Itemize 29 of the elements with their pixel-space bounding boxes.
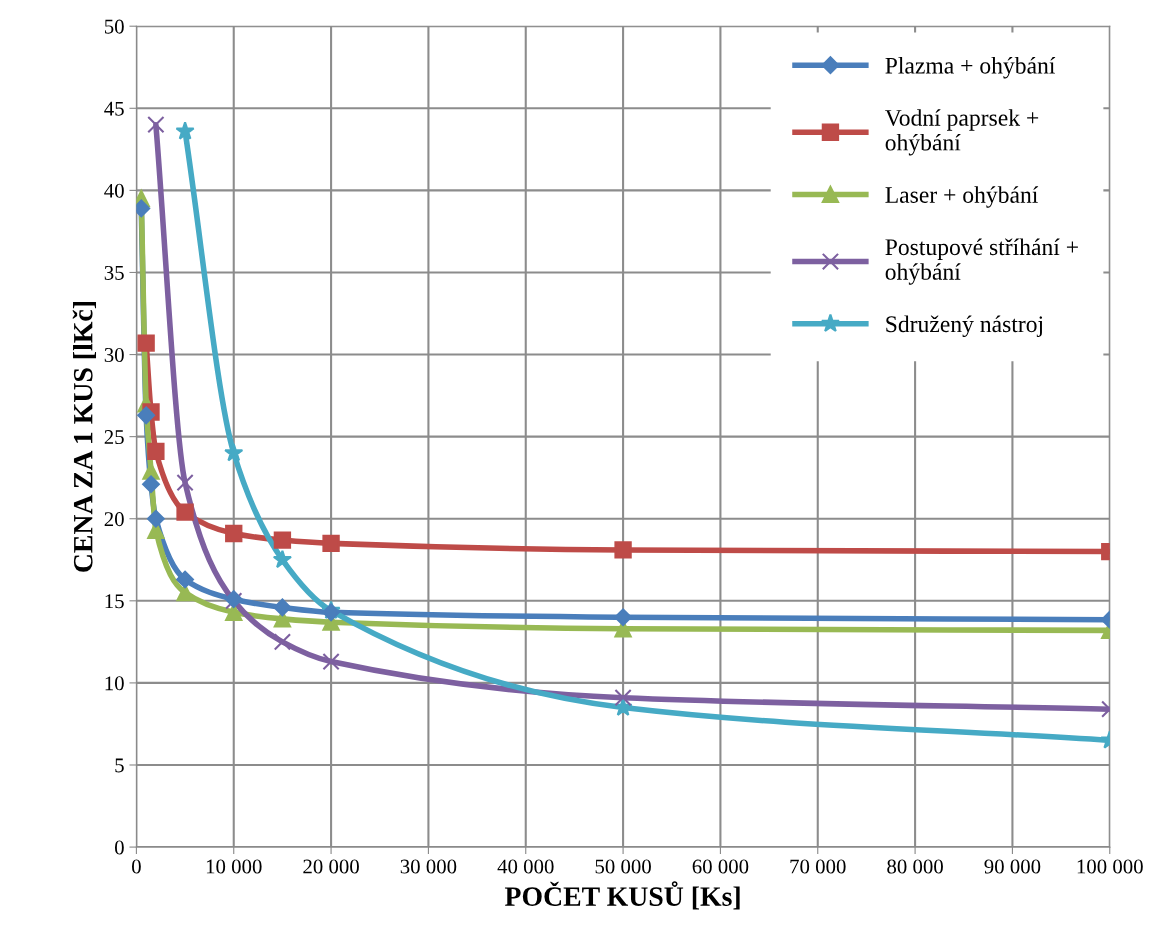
y-tick-label: 30: [104, 347, 124, 362]
x-tick-label: 20 000: [303, 859, 359, 874]
x-tick-label: 90 000: [984, 859, 1041, 874]
x-tick-label: 30 000: [400, 859, 457, 874]
y-tick-label: 45: [104, 101, 124, 116]
x-tick-label: 100 000: [1077, 859, 1143, 874]
legend-label: Sdružený nástroj: [886, 315, 1043, 338]
x-tick-label: 80 000: [887, 859, 943, 874]
x-tick-label: 50 000: [595, 859, 651, 874]
legend-label: Postupové stříhání + ohýbání: [885, 238, 1078, 285]
x-tick-label: 70 000: [790, 859, 846, 874]
x-tick-label: 10 000: [206, 859, 262, 874]
x-tick-label: 0: [131, 859, 141, 874]
x-tick-label: 60 000: [692, 859, 749, 874]
legend-label: Laser + ohýbání: [885, 186, 1039, 208]
y-tick-label: 35: [104, 265, 124, 280]
legend-label: Plazma + ohýbání: [885, 57, 1056, 79]
y-tick-label: 50: [104, 19, 124, 34]
y-tick-label: 20: [104, 512, 124, 527]
y-tick-label: 15: [105, 594, 124, 609]
y-tick-label: 40: [104, 183, 124, 198]
x-tick-label: 40 000: [497, 859, 554, 874]
x-axis-title: POČET KUSŮ [Ks]: [504, 881, 740, 910]
y-tick-label: 5: [115, 758, 124, 773]
y-tick-label: 0: [114, 840, 124, 855]
y-tick-label: 25: [104, 430, 124, 445]
y-tick-label: 10: [105, 676, 124, 691]
legend-label: Vodní paprsek + ohýbání: [885, 109, 1039, 156]
y-axis-title: CENA ZA 1 KUS [lKč]: [72, 302, 97, 572]
